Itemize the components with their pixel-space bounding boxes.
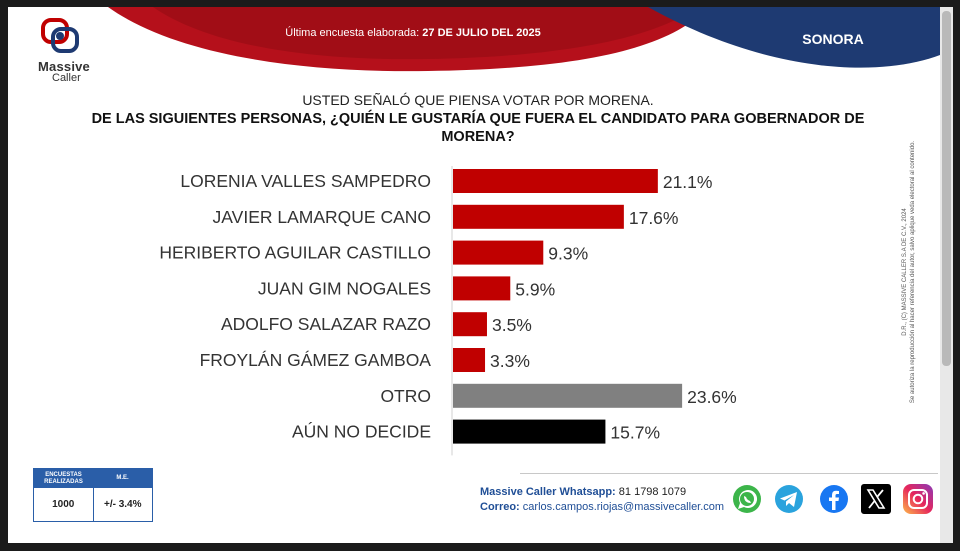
brand-name: Massive [38,59,90,74]
brand-logo: Massive Caller [22,17,112,85]
value-label: 21.1% [663,172,713,192]
value-label: 5.9% [515,279,555,299]
category-label: OTRO [380,386,431,406]
whatsapp-icon[interactable] [731,483,763,515]
header-banner [108,7,940,72]
survey-date-prefix: Última encuesta elaborada: [285,27,420,39]
bar [453,419,606,444]
x-icon[interactable] [860,483,892,515]
email-link[interactable]: carlos.campos.riojas@massivecaller.com [522,501,725,513]
category-label: FROYLÁN GÁMEZ GAMBOA [200,350,432,370]
surveys-header: ENCUESTAS REALIZADAS [44,471,83,485]
category-label: JAVIER LAMARQUE CANO [213,207,431,227]
survey-card: Massive Caller Última encuesta elaborada… [8,7,940,543]
value-label: 3.3% [490,351,530,371]
legal-line-1: D.R., (C) MASSIVE CALLER S.A DE C.V., 20… [902,208,908,336]
surveys-value: 1000 [34,488,94,521]
value-label: 9.3% [548,244,588,264]
margin-error-header: M.E. [116,475,129,481]
margin-error-value: +/- 3.4% [103,499,142,510]
bar [453,348,486,372]
massive-caller-logo-icon [41,18,79,53]
bar [453,383,683,408]
bar [453,204,624,229]
category-label: LORENIA VALLES SAMPEDRO [180,171,431,191]
sample-table: ENCUESTAS REALIZADAS M.E. 1000 +/- 3.4% [33,468,153,522]
bar [453,169,658,193]
contact-info: Massive Caller Whatsapp: 81 1798 1079 Co… [480,485,724,515]
brand-subname: Caller [52,72,81,84]
scrollbar-thumb[interactable] [942,11,951,366]
whatsapp-number[interactable]: 81 1798 1079 [618,486,687,498]
question-title: DE LAS SIGUIENTES PERSONAS, ¿QUIÉN LE GU… [91,111,865,145]
legal-line-2: Se autoriza la reproducción al hacer ref… [910,140,916,404]
region-label: SONORA [802,31,864,47]
telegram-icon[interactable] [773,483,805,515]
category-label: HERIBERTO AGUILAR CASTILLO [159,243,431,263]
value-label: 23.6% [687,387,737,407]
bar [453,276,511,301]
email-label: Correo: [480,501,520,513]
value-label: 17.6% [629,208,679,228]
whatsapp-label: Massive Caller Whatsapp: [480,486,616,498]
footer-divider [520,473,938,474]
value-label: 3.5% [492,315,532,335]
scrollbar[interactable] [940,7,953,543]
category-label: JUAN GIM NOGALES [258,278,431,298]
facebook-icon[interactable] [818,483,850,515]
survey-date-value: 27 DE JULIO DEL 2025 [422,27,541,39]
bar [453,240,544,265]
legal-notice: D.R., (C) MASSIVE CALLER S.A DE C.V., 20… [901,102,917,442]
category-label: ADOLFO SALAZAR RAZO [221,314,431,334]
bar-chart: LORENIA VALLES SAMPEDRO 21.1% JAVIER LAMAR… [159,166,737,456]
survey-date: Última encuesta elaborada: 27 DE JULIO D… [243,27,583,39]
category-label: AÚN NO DECIDE [292,421,431,442]
value-label: 15.7% [610,423,660,443]
bar [453,312,487,337]
question-intro: USTED SEÑALÓ QUE PIENSA VOTAR POR MORENA… [302,92,654,108]
instagram-icon[interactable] [902,483,934,515]
